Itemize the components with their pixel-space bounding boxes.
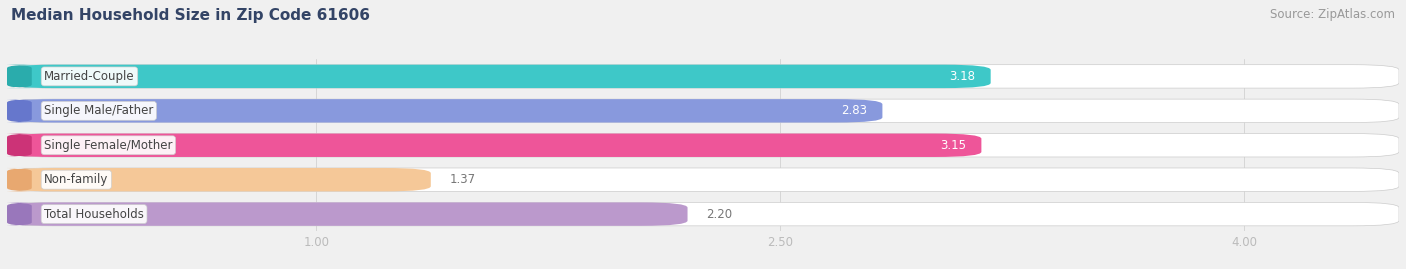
Text: 2.20: 2.20 bbox=[706, 208, 733, 221]
FancyBboxPatch shape bbox=[1, 65, 38, 88]
FancyBboxPatch shape bbox=[7, 65, 1399, 88]
FancyBboxPatch shape bbox=[7, 133, 981, 157]
FancyBboxPatch shape bbox=[7, 99, 1399, 123]
FancyBboxPatch shape bbox=[7, 168, 430, 192]
FancyBboxPatch shape bbox=[1, 202, 38, 226]
Text: Single Female/Mother: Single Female/Mother bbox=[44, 139, 173, 152]
FancyBboxPatch shape bbox=[7, 202, 688, 226]
FancyBboxPatch shape bbox=[1, 99, 38, 123]
Text: Median Household Size in Zip Code 61606: Median Household Size in Zip Code 61606 bbox=[11, 8, 370, 23]
FancyBboxPatch shape bbox=[7, 202, 1399, 226]
Text: 2.83: 2.83 bbox=[841, 104, 868, 117]
FancyBboxPatch shape bbox=[7, 168, 1399, 192]
FancyBboxPatch shape bbox=[1, 168, 38, 192]
Text: Source: ZipAtlas.com: Source: ZipAtlas.com bbox=[1270, 8, 1395, 21]
Text: Total Households: Total Households bbox=[44, 208, 143, 221]
Text: 3.18: 3.18 bbox=[949, 70, 976, 83]
FancyBboxPatch shape bbox=[1, 133, 38, 157]
Text: 1.37: 1.37 bbox=[450, 173, 475, 186]
Text: Single Male/Father: Single Male/Father bbox=[44, 104, 153, 117]
Text: Non-family: Non-family bbox=[44, 173, 108, 186]
Text: Married-Couple: Married-Couple bbox=[44, 70, 135, 83]
FancyBboxPatch shape bbox=[7, 133, 1399, 157]
FancyBboxPatch shape bbox=[7, 99, 883, 123]
Text: 3.15: 3.15 bbox=[941, 139, 966, 152]
FancyBboxPatch shape bbox=[7, 65, 991, 88]
